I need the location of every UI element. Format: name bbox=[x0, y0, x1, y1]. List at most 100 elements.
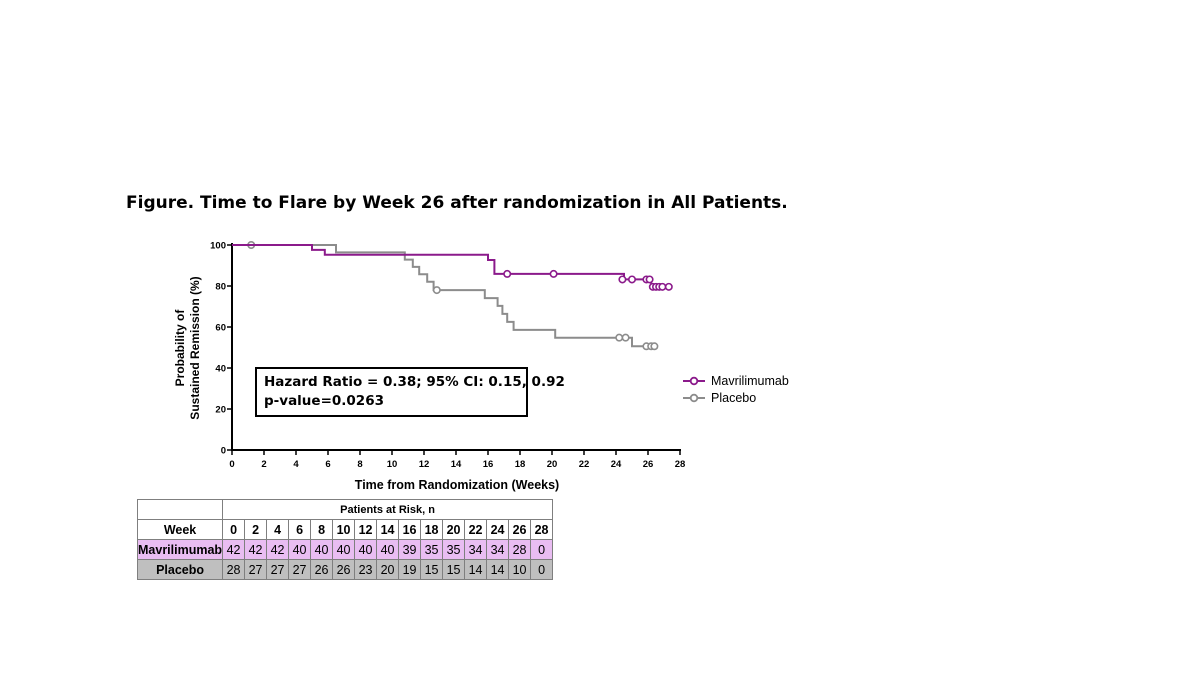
patients-at-risk-table: Patients at Risk, n Week 0 2 4 6 8 10 12 14 16 18 20… bbox=[136, 499, 554, 580]
legend-label-mavrilimumab: Mavrilimumab bbox=[711, 373, 789, 388]
y-axis-label-line2: Sustained Remission (%) bbox=[188, 276, 202, 419]
risk-value-cell: 40 bbox=[354, 539, 378, 560]
legend-item-mavrilimumab: Mavrilimumab bbox=[683, 372, 789, 389]
censor-mark-mavrilimumab bbox=[627, 275, 636, 284]
risk-value-cell: 28 bbox=[508, 539, 532, 560]
table-row: Mavrilimumab 42 42 42 40 40 40 40 40 39 35 35 34 34 28… bbox=[136, 539, 554, 560]
week-cell: 4 bbox=[266, 519, 290, 540]
figure-title: Figure. Time to Flare by Week 26 after r… bbox=[126, 193, 788, 213]
x-tick-label: 0 bbox=[229, 459, 234, 470]
risk-value-cell: 40 bbox=[288, 539, 312, 560]
risk-value-cell: 34 bbox=[486, 539, 510, 560]
risk-value-cell: 27 bbox=[244, 559, 268, 580]
table-header: Patients at Risk, n bbox=[222, 499, 554, 520]
week-cell: 24 bbox=[486, 519, 510, 540]
week-cell: 14 bbox=[376, 519, 400, 540]
x-tick-label: 28 bbox=[675, 459, 686, 470]
censor-mark-mavrilimumab bbox=[645, 275, 654, 284]
x-tick-label: 24 bbox=[611, 459, 622, 470]
risk-value-cell: 42 bbox=[244, 539, 268, 560]
week-cell: 6 bbox=[288, 519, 312, 540]
risk-value-cell: 14 bbox=[464, 559, 488, 580]
week-cell: 20 bbox=[442, 519, 466, 540]
series-line-placebo bbox=[232, 244, 656, 348]
week-cell: 12 bbox=[354, 519, 378, 540]
censor-mark-placebo bbox=[621, 333, 630, 342]
risk-value-cell: 27 bbox=[266, 559, 290, 580]
week-cell: 10 bbox=[332, 519, 356, 540]
risk-value-cell: 26 bbox=[332, 559, 356, 580]
table-row: Placebo 28 27 27 27 26 26 23 20 19 15 15 14 14 10 0 bbox=[136, 559, 554, 580]
x-tick-label: 6 bbox=[325, 459, 330, 470]
hazard-ratio-text: Hazard Ratio = 0.38; 95% CI: 0.15, 0.92 bbox=[264, 374, 565, 390]
x-tick-label: 26 bbox=[643, 459, 654, 470]
x-tick-label: 16 bbox=[483, 459, 494, 470]
y-axis-label-line1: Probability of bbox=[173, 309, 187, 387]
series-line-mavrilimumab bbox=[232, 244, 668, 288]
risk-value-cell: 40 bbox=[332, 539, 356, 560]
y-tick-label: 60 bbox=[215, 323, 226, 334]
risk-value-cell: 26 bbox=[310, 559, 334, 580]
risk-value-cell: 35 bbox=[442, 539, 466, 560]
week-cell: 8 bbox=[310, 519, 334, 540]
x-tick-label: 8 bbox=[357, 459, 362, 470]
x-tick-label: 10 bbox=[387, 459, 398, 470]
x-axis-label: Time from Randomization (Weeks) bbox=[355, 478, 559, 492]
week-cell: 28 bbox=[530, 519, 554, 540]
row-label: Placebo bbox=[136, 559, 224, 580]
week-cell: 22 bbox=[464, 519, 488, 540]
censor-mark-mavrilimumab bbox=[618, 275, 627, 284]
y-tick-label: 0 bbox=[221, 446, 226, 457]
risk-value-cell: 14 bbox=[486, 559, 510, 580]
y-tick-label: 80 bbox=[215, 282, 226, 293]
x-tick-label: 20 bbox=[547, 459, 558, 470]
x-tick-label: 22 bbox=[579, 459, 590, 470]
x-tick-label: 14 bbox=[451, 459, 462, 470]
week-cell: 18 bbox=[420, 519, 444, 540]
risk-value-cell: 35 bbox=[420, 539, 444, 560]
x-tick-label: 12 bbox=[419, 459, 430, 470]
legend-marker-placebo-icon bbox=[683, 393, 705, 402]
risk-value-cell: 20 bbox=[376, 559, 400, 580]
x-tick-label: 2 bbox=[261, 459, 266, 470]
table-corner-cell bbox=[136, 499, 224, 520]
y-tick-label: 20 bbox=[215, 405, 226, 416]
p-value-text: p-value=0.0263 bbox=[264, 393, 384, 409]
y-tick-label: 40 bbox=[215, 364, 226, 375]
row-label: Mavrilimumab bbox=[136, 539, 224, 560]
risk-value-cell: 40 bbox=[376, 539, 400, 560]
censor-mark-placebo bbox=[432, 286, 441, 295]
censor-mark-mavrilimumab bbox=[658, 282, 667, 291]
risk-value-cell: 39 bbox=[398, 539, 422, 560]
legend-item-placebo: Placebo bbox=[683, 389, 789, 406]
week-label: Week bbox=[136, 519, 224, 540]
censor-mark-placebo bbox=[650, 342, 659, 351]
censor-mark-placebo bbox=[615, 333, 624, 342]
risk-value-cell: 10 bbox=[508, 559, 532, 580]
risk-value-cell: 42 bbox=[266, 539, 290, 560]
week-cell: 26 bbox=[508, 519, 532, 540]
risk-value-cell: 19 bbox=[398, 559, 422, 580]
risk-value-cell: 23 bbox=[354, 559, 378, 580]
risk-value-cell: 15 bbox=[442, 559, 466, 580]
y-tick-label: 100 bbox=[210, 241, 226, 252]
risk-value-cell: 40 bbox=[310, 539, 334, 560]
risk-value-cell: 0 bbox=[530, 559, 554, 580]
risk-value-cell: 15 bbox=[420, 559, 444, 580]
risk-value-cell: 28 bbox=[222, 559, 246, 580]
risk-value-cell: 27 bbox=[288, 559, 312, 580]
censor-mark-mavrilimumab bbox=[549, 269, 558, 278]
week-cell: 2 bbox=[244, 519, 268, 540]
legend: Mavrilimumab Placebo bbox=[683, 372, 789, 406]
week-cell: 16 bbox=[398, 519, 422, 540]
hazard-ratio-box: Hazard Ratio = 0.38; 95% CI: 0.15, 0.92 … bbox=[255, 367, 565, 417]
risk-value-cell: 42 bbox=[222, 539, 246, 560]
risk-value-cell: 34 bbox=[464, 539, 488, 560]
censor-mark-mavrilimumab bbox=[503, 269, 512, 278]
week-cell: 0 bbox=[222, 519, 246, 540]
x-tick-label: 18 bbox=[515, 459, 526, 470]
censor-mark-mavrilimumab bbox=[664, 282, 673, 291]
legend-marker-mavrilimumab-icon bbox=[683, 376, 705, 385]
risk-value-cell: 0 bbox=[530, 539, 554, 560]
